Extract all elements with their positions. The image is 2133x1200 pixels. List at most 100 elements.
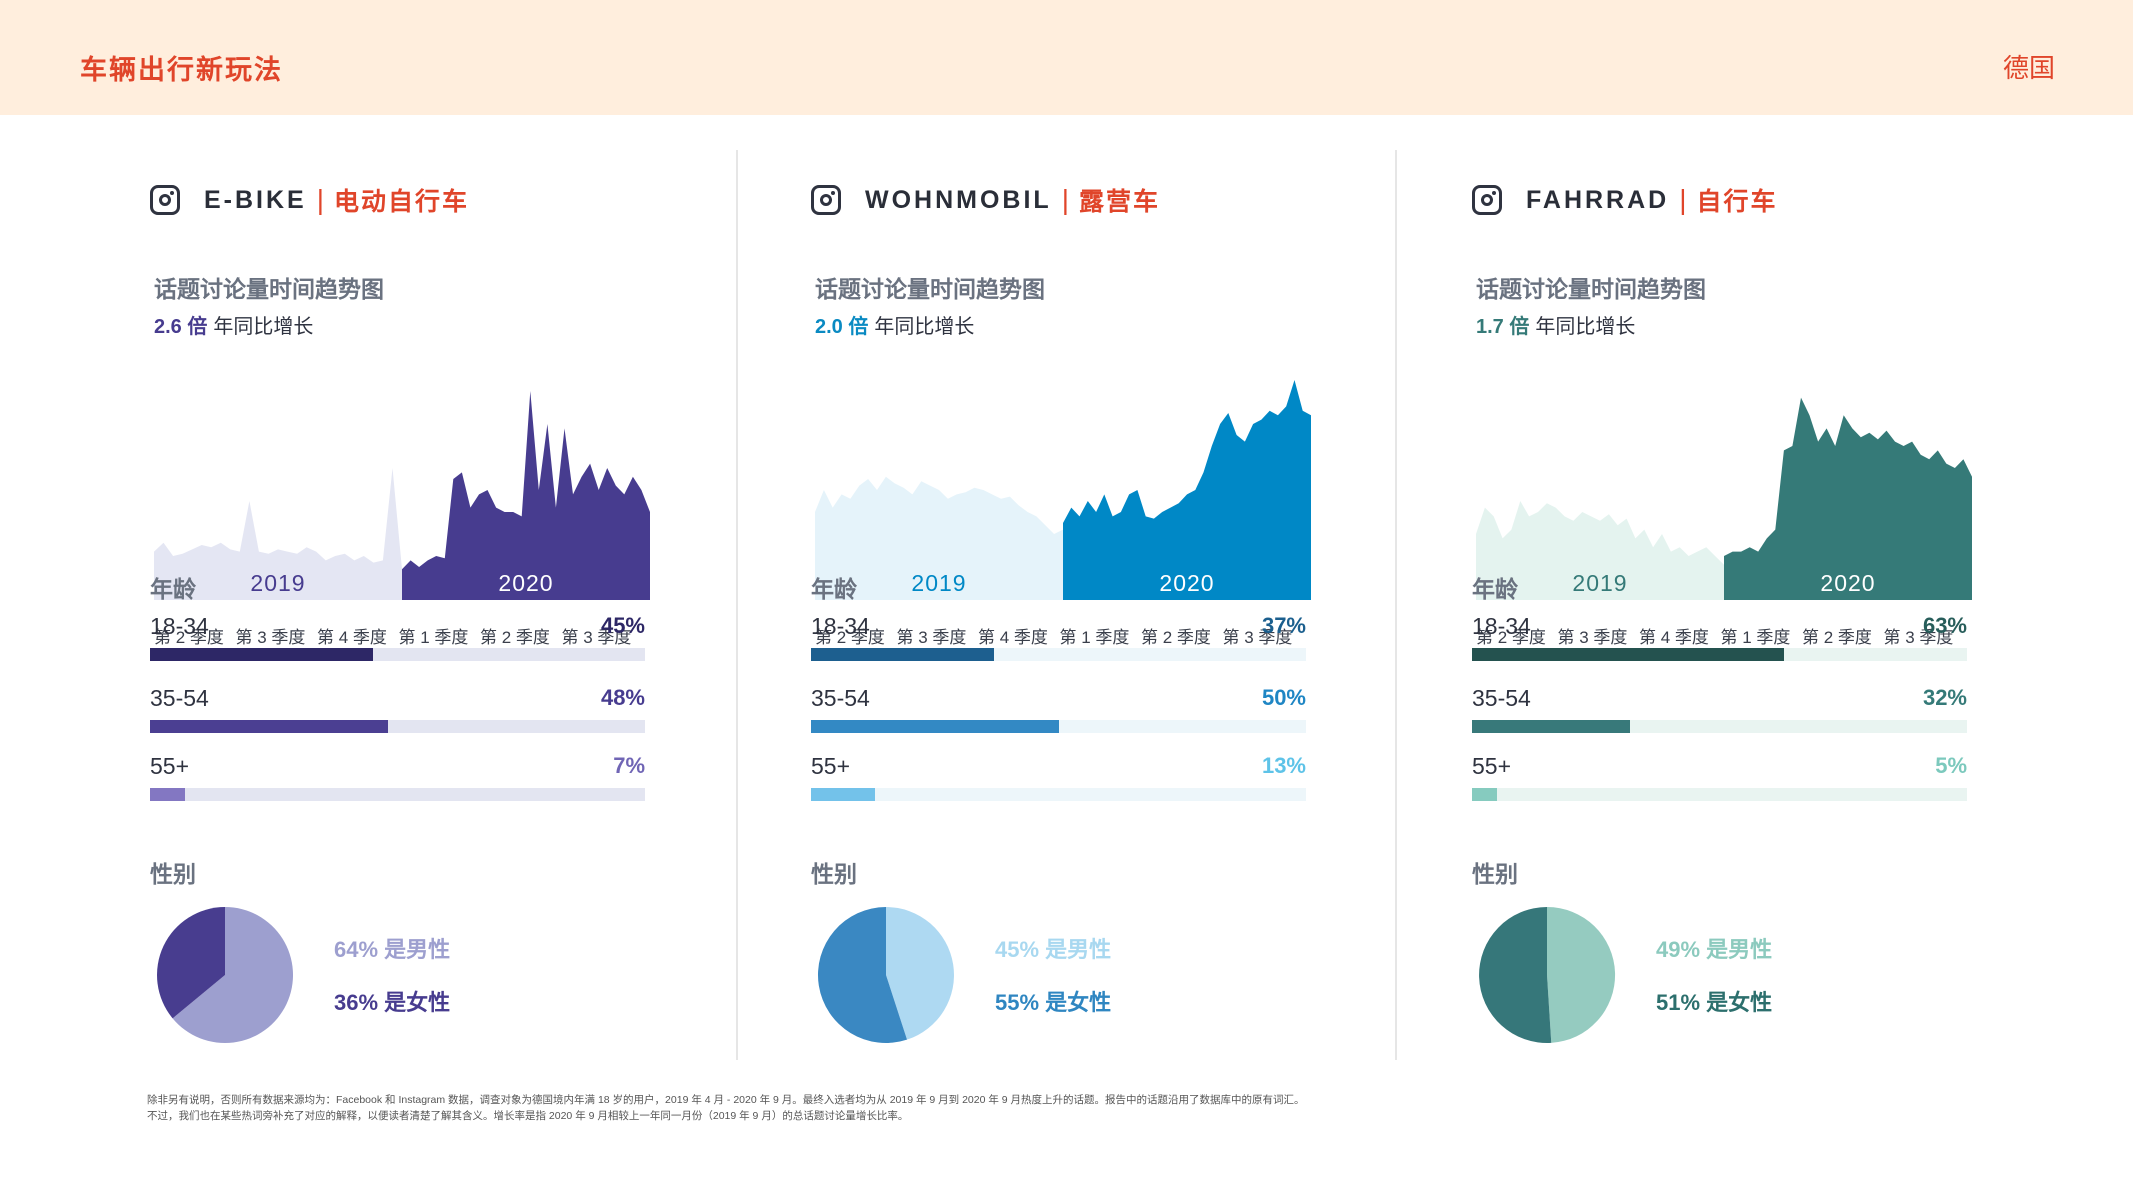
growth-line: 2.0 倍年同比增长: [815, 310, 974, 339]
topic-name-cn: 露营车: [1078, 188, 1160, 216]
area-series-2019: [815, 476, 1063, 600]
age-label: 18-34: [1472, 613, 1531, 639]
growth-label: 年同比增长: [213, 316, 314, 338]
age-bar-fill: [811, 788, 876, 801]
x-tick-label: 第 2 季度: [1476, 628, 1546, 647]
age-label: 35-54: [811, 685, 870, 711]
growth-line: 1.7 倍年同比增长: [1476, 310, 1635, 339]
gender-pie: [817, 907, 954, 1043]
gender-legend-male: 49% 是男性: [1656, 937, 1773, 962]
trend-subtitle: 话题讨论量时间趋势图: [154, 276, 384, 302]
age-heading: 年龄: [150, 576, 196, 602]
age-bar-track: [811, 720, 1306, 733]
country-label: 德国: [2002, 53, 2055, 83]
x-tick-label: 第 2 季度: [1141, 628, 1211, 647]
x-tick-label: 第 3 季度: [236, 628, 306, 647]
age-bar-fill: [150, 648, 373, 661]
age-heading: 年龄: [1472, 576, 1518, 602]
gender-legend-female: 36% 是女性: [334, 990, 451, 1015]
topic-name-en: WOHNMOBIL: [865, 185, 1052, 214]
age-label: 35-54: [150, 685, 209, 711]
age-bar-track: [150, 788, 645, 801]
x-tick-label: 第 2 季度: [480, 628, 550, 647]
pie-slice-male: [886, 907, 954, 1040]
instagram-icon: [811, 185, 841, 215]
age-bar-track: [150, 648, 645, 661]
pie-slice-female: [157, 907, 225, 1019]
gender-legend-female: 51% 是女性: [1656, 990, 1773, 1015]
area-series-2020: [1063, 380, 1311, 600]
series-label-2019: 2019: [911, 570, 966, 596]
title-separator: |: [1679, 184, 1687, 215]
age-bar-track: [1472, 720, 1967, 733]
gender-legend-female: 55% 是女性: [995, 990, 1112, 1015]
age-label: 18-34: [811, 613, 870, 639]
age-row: 55+ 5%: [1472, 753, 1967, 813]
footnote: 除非另有说明，否则所有数据来源均为：Facebook 和 Instagram 数…: [147, 1092, 1305, 1124]
footnote-line: 不过，我们也在某些热词旁补充了对应的解释，以便读者清楚了解其含义。增长率是指 2…: [147, 1110, 909, 1122]
growth-value: 1.7 倍: [1476, 316, 1530, 338]
area-series-2020: [402, 391, 650, 600]
gender-heading: 性别: [1472, 861, 1518, 887]
column-divider: [736, 150, 738, 1060]
age-percent: 7%: [613, 753, 645, 778]
x-tick-label: 第 1 季度: [399, 628, 469, 647]
x-tick-label: 第 2 季度: [1802, 628, 1872, 647]
area-series-2019: [154, 468, 402, 600]
age-label: 18-34: [150, 613, 209, 639]
instagram-icon: [150, 185, 180, 215]
series-label-2019: 2019: [250, 570, 305, 596]
age-label: 55+: [1472, 753, 1512, 779]
x-tick-label: 第 4 季度: [978, 628, 1048, 647]
footnote-line: 除非另有说明，否则所有数据来源均为：Facebook 和 Instagram 数…: [147, 1094, 1305, 1106]
growth-label: 年同比增长: [1535, 316, 1636, 338]
age-bar-track: [811, 648, 1306, 661]
gender-pie: [1479, 906, 1616, 1043]
x-tick-label: 第 4 季度: [1639, 628, 1709, 647]
age-bar-track: [1472, 788, 1967, 801]
instagram-icon: [1472, 185, 1502, 215]
age-bar-fill: [811, 648, 995, 661]
age-percent: 50%: [1261, 685, 1306, 710]
column-wohnmobil: WOHNMOBIL | 露营车 话题讨论量时间趋势图 2.0 倍年同比增长 2019 202…: [811, 150, 1411, 1050]
trend-chart: 2019 2020第 2 季度第 3 季度第 4 季度第 1 季度第 2 季度第 …: [154, 391, 650, 647]
age-bar-track: [1472, 648, 1967, 661]
age-percent: 37%: [1261, 613, 1306, 638]
age-row: 35-54 48%: [150, 685, 645, 745]
gender-pie: [157, 907, 294, 1043]
header-bar: 车辆出行新玩法 德国: [0, 0, 2133, 115]
growth-value: 2.0 倍: [815, 316, 869, 338]
age-row: 55+ 7%: [150, 753, 645, 813]
brand-title: 车辆出行新玩法: [80, 55, 283, 85]
age-row: 18-34 45%: [150, 613, 645, 673]
topic-title: E-BIKE | 电动自行车: [150, 180, 469, 220]
topic-title: FAHRRAD | 自行车: [1472, 180, 1778, 220]
gender-heading: 性别: [811, 861, 857, 887]
series-label-2020: 2020: [1820, 570, 1875, 596]
age-bar-fill: [1472, 648, 1784, 661]
age-bar-fill: [150, 788, 185, 801]
pie-slice-female: [817, 907, 908, 1043]
growth-label: 年同比增长: [874, 316, 975, 338]
age-row: 55+ 13%: [811, 753, 1306, 813]
gender-heading: 性别: [150, 861, 196, 887]
x-tick-label: 第 2 季度: [815, 628, 885, 647]
gender-legend-male: 45% 是男性: [995, 937, 1112, 962]
topic-name-cn: 电动自行车: [334, 188, 470, 216]
trend-chart: 2019 2020第 2 季度第 3 季度第 4 季度第 1 季度第 2 季度第 …: [1476, 397, 1972, 647]
topic-title: WOHNMOBIL | 露营车: [811, 180, 1160, 220]
age-heading: 年龄: [811, 576, 857, 602]
age-percent: 63%: [1922, 613, 1967, 638]
age-bar-track: [811, 788, 1306, 801]
area-series-2019: [1476, 501, 1724, 600]
age-row: 18-34 37%: [811, 613, 1306, 673]
x-tick-label: 第 3 季度: [897, 628, 967, 647]
age-row: 18-34 63%: [1472, 613, 1967, 673]
age-row: 35-54 32%: [1472, 685, 1967, 745]
x-tick-label: 第 3 季度: [562, 628, 632, 647]
age-row: 35-54 50%: [811, 685, 1306, 745]
age-bar-fill: [150, 720, 388, 733]
growth-value: 2.6 倍: [154, 316, 208, 338]
age-percent: 32%: [1922, 685, 1967, 710]
gender-legend-male: 64% 是男性: [334, 937, 451, 962]
